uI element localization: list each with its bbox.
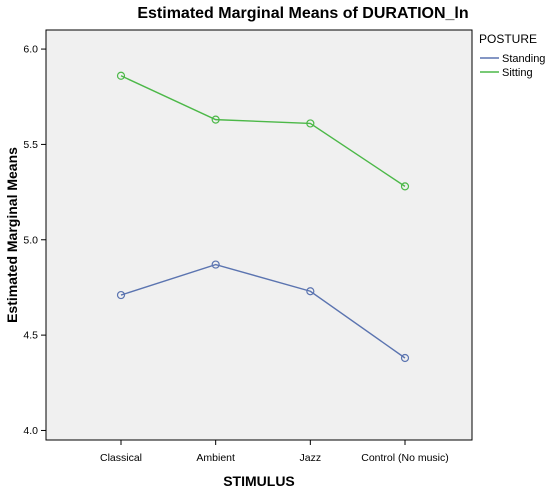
- data-point-standing: [116, 290, 126, 300]
- y-tick-label: 5.5: [23, 139, 38, 151]
- x-axis-title: STIMULUS: [223, 473, 295, 489]
- data-point-sitting: [306, 119, 315, 128]
- series-line-standing: [120, 263, 406, 359]
- legend-title: POSTURE: [479, 32, 537, 46]
- x-tick-label: Classical: [100, 452, 142, 464]
- chart-title: Estimated Marginal Means of DURATION_ln: [137, 5, 468, 22]
- y-tick-label: 5.0: [23, 234, 38, 246]
- y-tick-label: 4.5: [23, 330, 38, 342]
- y-tick-label: 6.0: [23, 44, 38, 56]
- data-point-standing: [211, 260, 220, 269]
- legend: POSTURE Standing Sitting: [479, 32, 545, 79]
- y-axis: 4.0 4.5 5.0 5.5 6.0: [23, 44, 46, 437]
- x-tick-label: Ambient: [196, 452, 235, 464]
- series-layer: [116, 71, 410, 363]
- data-point-sitting: [211, 115, 220, 124]
- data-point-sitting: [116, 71, 126, 80]
- x-tick-label: Control (No music): [361, 452, 449, 464]
- series-line-sitting: [120, 75, 406, 187]
- legend-label-standing: Standing: [502, 53, 545, 65]
- plot-area: [45, 29, 473, 441]
- data-point-standing: [306, 287, 315, 296]
- data-point-standing: [400, 353, 410, 363]
- y-axis-title: Estimated Marginal Means: [4, 147, 20, 323]
- x-axis: Classical Ambient Jazz Control (No music): [100, 440, 449, 464]
- data-point-sitting: [400, 182, 410, 191]
- x-tick-label: Jazz: [300, 452, 322, 464]
- legend-label-sitting: Sitting: [502, 67, 533, 79]
- y-tick-label: 4.0: [23, 425, 38, 437]
